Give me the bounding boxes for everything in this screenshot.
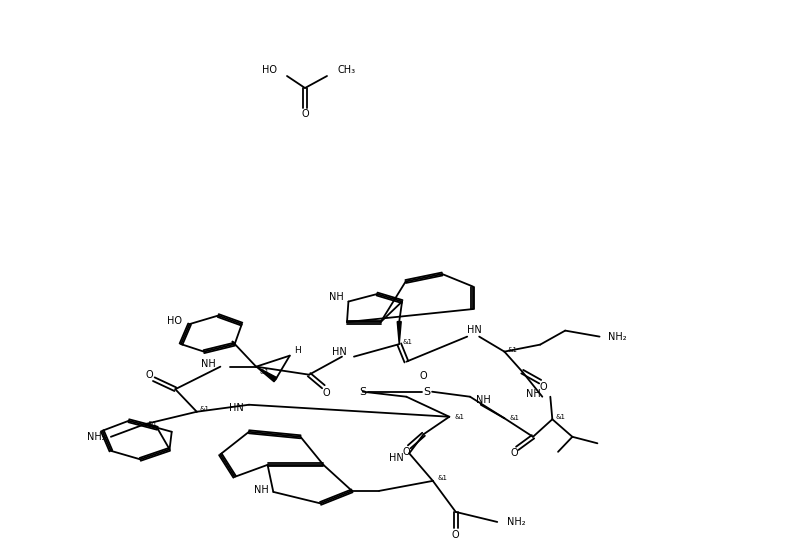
Text: O: O bbox=[323, 388, 331, 398]
Text: H: H bbox=[294, 346, 301, 355]
Polygon shape bbox=[397, 322, 401, 344]
Text: &1: &1 bbox=[200, 406, 210, 412]
Text: O: O bbox=[420, 371, 427, 381]
Text: NH: NH bbox=[526, 388, 541, 399]
Text: S: S bbox=[359, 387, 366, 397]
Text: NH₂: NH₂ bbox=[87, 432, 106, 442]
Text: HO: HO bbox=[262, 65, 277, 75]
Text: &1: &1 bbox=[402, 339, 412, 345]
Text: NH₂: NH₂ bbox=[508, 517, 526, 527]
Text: &1: &1 bbox=[259, 369, 269, 375]
Text: &1: &1 bbox=[454, 414, 464, 420]
Text: &1: &1 bbox=[147, 422, 157, 427]
Text: HN: HN bbox=[467, 325, 482, 334]
Text: HN: HN bbox=[390, 453, 405, 463]
Text: &1: &1 bbox=[508, 347, 517, 353]
Text: O: O bbox=[145, 370, 153, 380]
Text: HN: HN bbox=[331, 347, 346, 356]
Text: CH₃: CH₃ bbox=[337, 65, 355, 75]
Text: HN: HN bbox=[229, 403, 244, 413]
Text: HO: HO bbox=[167, 316, 182, 326]
Text: O: O bbox=[452, 531, 460, 541]
Text: &1: &1 bbox=[556, 414, 565, 420]
Text: O: O bbox=[402, 447, 410, 457]
Text: O: O bbox=[539, 382, 547, 392]
Text: &1: &1 bbox=[509, 415, 519, 422]
Polygon shape bbox=[256, 366, 277, 382]
Text: NH: NH bbox=[253, 485, 268, 495]
Text: NH: NH bbox=[201, 359, 216, 369]
Text: O: O bbox=[301, 109, 309, 119]
Text: O: O bbox=[511, 449, 518, 458]
Text: NH: NH bbox=[329, 291, 343, 301]
Text: S: S bbox=[423, 387, 430, 397]
Text: NH: NH bbox=[476, 395, 491, 405]
Text: NH₂: NH₂ bbox=[608, 332, 626, 342]
Text: &1: &1 bbox=[438, 475, 448, 481]
